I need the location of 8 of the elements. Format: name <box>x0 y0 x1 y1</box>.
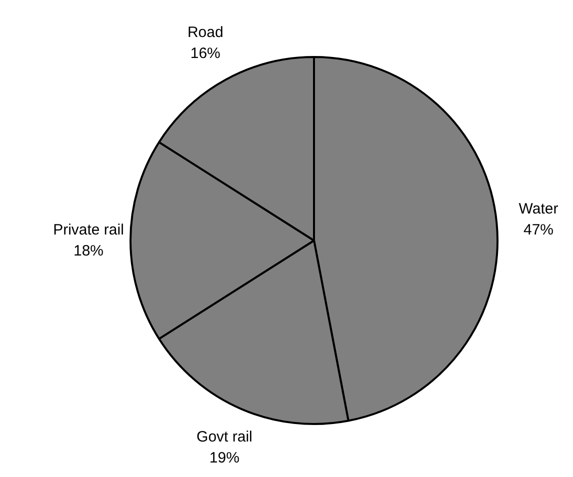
data-label: 16% <box>190 45 220 62</box>
slice-label: Water <box>518 200 558 218</box>
data-label: 19% <box>209 450 240 467</box>
data-label: 47% <box>523 221 554 238</box>
slice-label: Road <box>187 24 224 42</box>
slice-label: Govt rail <box>196 428 252 446</box>
data-label: 18% <box>73 242 104 260</box>
slice-label: Private rail <box>53 222 124 239</box>
